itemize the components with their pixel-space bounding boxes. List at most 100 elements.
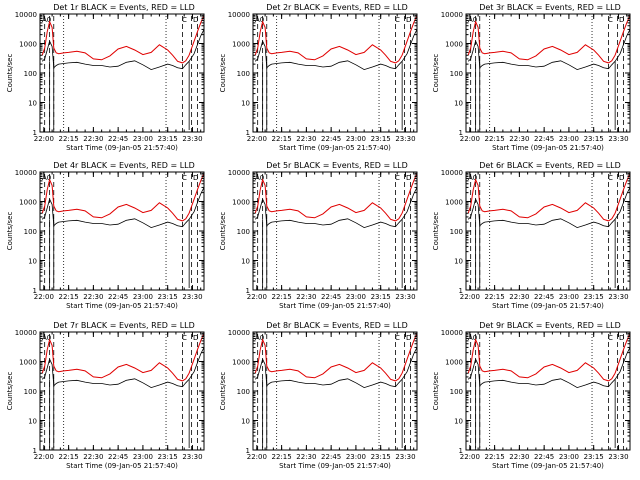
y-tick-label: 10000: [228, 169, 250, 177]
flag-label: C: [395, 334, 400, 342]
panel-title: Det 6r BLACK = Events, RED = LLD: [479, 161, 621, 170]
flag-label: D: [406, 16, 411, 24]
y-axis-label: Counts/sec: [219, 54, 227, 93]
x-tick-label: 23:15: [584, 135, 604, 143]
flag-label: D: [406, 334, 411, 342]
flag-label: C: [395, 16, 400, 24]
x-tick-label: 22:00: [460, 135, 480, 143]
x-tick-label: 22:45: [534, 453, 554, 461]
y-axis-label: Counts/sec: [432, 54, 440, 93]
x-tick-label: 23:00: [559, 453, 579, 461]
x-tick-label: 23:00: [559, 135, 579, 143]
y-tick-label: 10000: [228, 11, 250, 19]
x-tick-label: 22:15: [485, 135, 505, 143]
y-axis-label: Counts/sec: [219, 372, 227, 411]
x-tick-label: 23:30: [182, 453, 202, 461]
y-tick-label: 10000: [441, 169, 463, 177]
lld-line: [467, 173, 631, 222]
x-tick-label: 23:30: [608, 453, 628, 461]
x-tick-label: 23:30: [395, 293, 415, 301]
x-axis-label: Start Time (09-Jan-05 21:57:40): [66, 462, 178, 470]
panel-title: Det 5r BLACK = Events, RED = LLD: [266, 161, 408, 170]
x-tick-label: 23:30: [182, 293, 202, 301]
x-tick-label: 22:45: [321, 453, 341, 461]
y-tick-label: 100: [24, 228, 37, 236]
plot-frame: [39, 171, 205, 291]
y-axis-label: Counts/sec: [432, 372, 440, 411]
x-tick-label: 22:00: [34, 135, 54, 143]
x-tick-label: 22:15: [485, 453, 505, 461]
events-line: [41, 187, 205, 229]
y-tick-label: 100: [450, 70, 463, 78]
x-tick-label: 23:00: [346, 293, 366, 301]
y-tick-label: 10000: [15, 169, 37, 177]
panel-title: Det 8r BLACK = Events, RED = LLD: [266, 321, 408, 330]
plot-frame: [465, 171, 631, 291]
panel-title: Det 1r BLACK = Events, RED = LLD: [53, 3, 195, 12]
y-tick-label: 1000: [19, 41, 37, 49]
panel-title: Det 3r BLACK = Events, RED = LLD: [479, 3, 621, 12]
flag-label: D: [619, 16, 624, 24]
y-tick-label: 10: [28, 100, 37, 108]
flag-label: A0: [42, 174, 51, 182]
y-tick-label: 100: [237, 388, 250, 396]
x-axis-label: Start Time (09-Jan-05 21:57:40): [279, 302, 391, 310]
y-tick-label: 1000: [445, 41, 463, 49]
x-axis-label: Start Time (09-Jan-05 21:57:40): [492, 302, 604, 310]
x-tick-label: 23:00: [346, 135, 366, 143]
lld-line: [41, 173, 205, 222]
flag-label: C: [395, 174, 400, 182]
y-tick-label: 10000: [441, 329, 463, 337]
x-tick-label: 22:00: [34, 293, 54, 301]
x-tick-label: 22:00: [247, 135, 267, 143]
lld-line: [467, 333, 631, 382]
x-tick-label: 23:00: [346, 453, 366, 461]
plot-frame: [39, 331, 205, 451]
y-axis-label: Counts/sec: [219, 212, 227, 251]
y-tick-label: 1: [246, 129, 250, 137]
x-tick-label: 22:30: [296, 293, 316, 301]
y-tick-label: 10: [241, 258, 250, 266]
y-tick-label: 1: [459, 287, 463, 295]
y-tick-label: 1: [459, 129, 463, 137]
y-tick-label: 1000: [445, 359, 463, 367]
flag-label: A0: [255, 174, 264, 182]
x-tick-label: 22:30: [509, 135, 529, 143]
x-tick-label: 23:15: [371, 293, 391, 301]
y-tick-label: 1: [33, 287, 37, 295]
y-tick-label: 1: [33, 447, 37, 455]
x-tick-label: 22:45: [534, 135, 554, 143]
x-axis-label: Start Time (09-Jan-05 21:57:40): [492, 462, 604, 470]
y-tick-label: 1000: [232, 41, 250, 49]
y-axis-label: Counts/sec: [6, 54, 14, 93]
y-tick-label: 10: [28, 258, 37, 266]
flag-label: C: [182, 16, 187, 24]
plot-frame: [39, 13, 205, 133]
events-line: [41, 29, 205, 71]
events-line: [467, 187, 631, 229]
y-tick-label: 10000: [15, 329, 37, 337]
x-axis-label: Start Time (09-Jan-05 21:57:40): [279, 462, 391, 470]
x-tick-label: 22:30: [83, 135, 103, 143]
y-tick-label: 100: [24, 388, 37, 396]
y-tick-label: 100: [24, 70, 37, 78]
x-tick-label: 23:30: [608, 135, 628, 143]
y-tick-label: 1000: [445, 199, 463, 207]
events-line: [254, 187, 418, 229]
x-tick-label: 23:30: [182, 135, 202, 143]
x-tick-label: 22:00: [460, 293, 480, 301]
x-tick-label: 22:30: [296, 135, 316, 143]
panel-title: Det 7r BLACK = Events, RED = LLD: [53, 321, 195, 330]
x-tick-label: 23:15: [371, 453, 391, 461]
y-axis-label: Counts/sec: [6, 372, 14, 411]
x-tick-label: 22:30: [83, 293, 103, 301]
x-tick-label: 22:15: [59, 453, 79, 461]
events-line: [254, 347, 418, 389]
plot-frame: [465, 331, 631, 451]
flag-label: D: [193, 16, 198, 24]
flag-label: D: [406, 174, 411, 182]
